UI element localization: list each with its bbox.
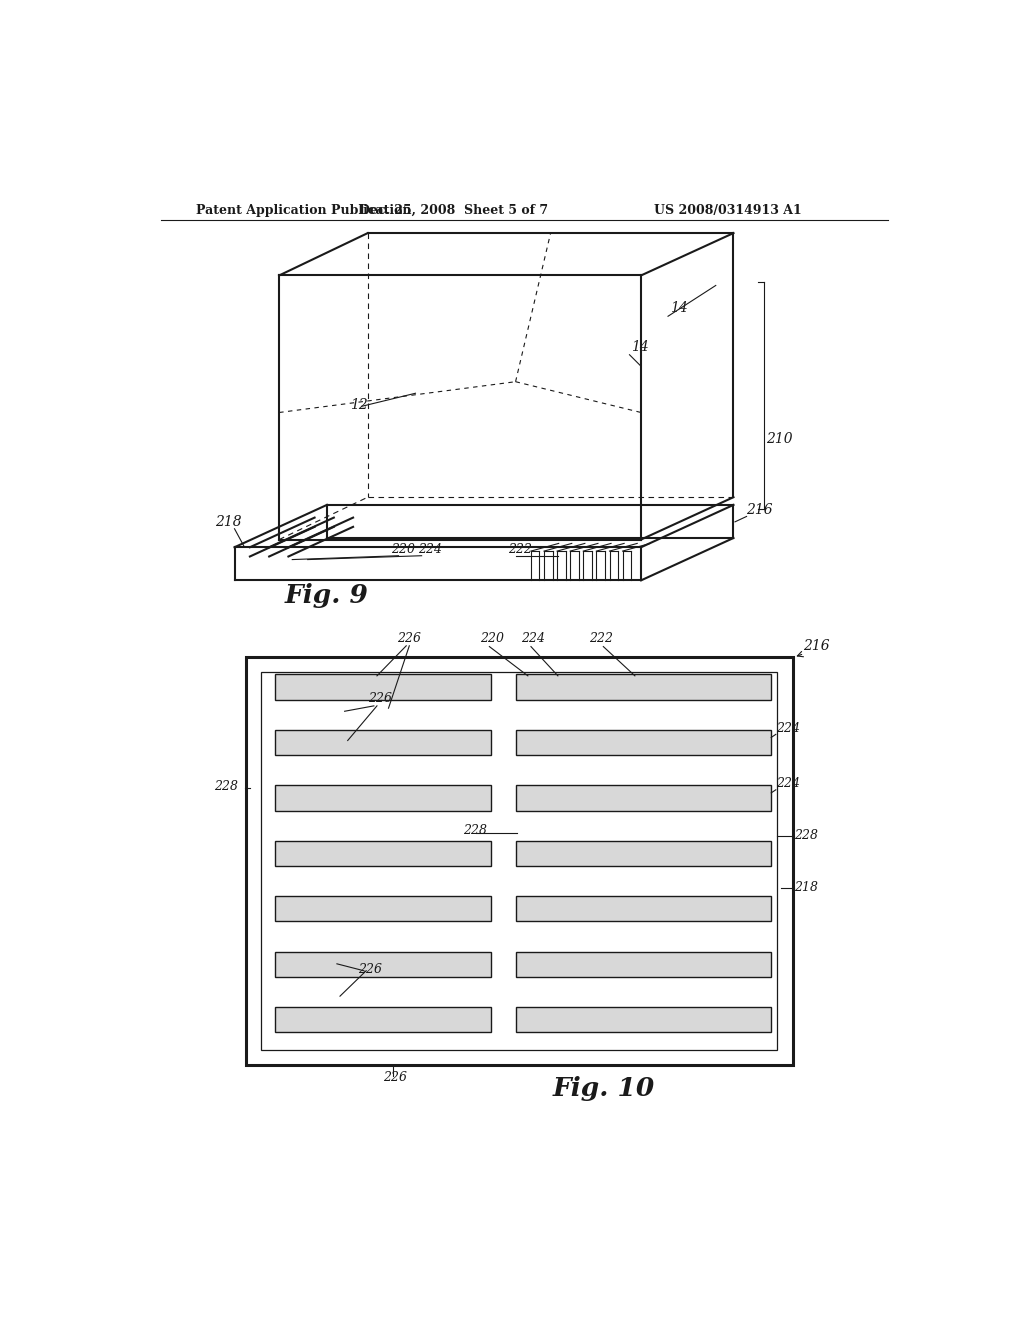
Bar [275,841,490,866]
Text: 224: 224 [776,777,800,791]
Bar [275,675,490,700]
Bar [246,656,793,1065]
Text: 228: 228 [463,825,487,837]
Text: Fig. 10: Fig. 10 [553,1076,654,1101]
Text: 228: 228 [795,829,818,842]
Text: 226: 226 [368,692,392,705]
Text: 222: 222 [508,544,531,557]
Text: 228: 228 [214,780,238,793]
Text: 216: 216 [803,639,829,652]
Text: 226: 226 [383,1071,408,1084]
Text: 14: 14 [670,301,687,315]
Text: 210: 210 [766,433,793,446]
Bar [275,952,490,977]
Bar [515,1007,771,1032]
Text: 220: 220 [480,632,504,645]
Text: 226: 226 [357,964,382,975]
Text: US 2008/0314913 A1: US 2008/0314913 A1 [654,205,802,218]
Text: 224: 224 [521,632,545,645]
Bar [515,730,771,755]
Text: Dec. 25, 2008  Sheet 5 of 7: Dec. 25, 2008 Sheet 5 of 7 [359,205,549,218]
Text: 218: 218 [795,882,818,895]
Text: 12: 12 [350,397,368,412]
Text: 220: 220 [391,544,415,557]
Bar [515,896,771,921]
Text: 216: 216 [746,503,773,517]
Text: 226: 226 [397,632,421,645]
Text: 14: 14 [631,341,649,354]
Text: Fig. 9: Fig. 9 [285,583,369,609]
Text: Patent Application Publication: Patent Application Publication [196,205,412,218]
Text: 224: 224 [418,544,441,557]
Bar [275,1007,490,1032]
Bar [515,841,771,866]
Bar [275,730,490,755]
Text: 224: 224 [776,722,800,735]
Text: 218: 218 [215,516,242,529]
Bar [275,785,490,810]
Bar [275,896,490,921]
Bar [515,952,771,977]
Bar [515,785,771,810]
Bar [261,672,777,1051]
Bar [515,675,771,700]
Text: 222: 222 [590,632,613,645]
